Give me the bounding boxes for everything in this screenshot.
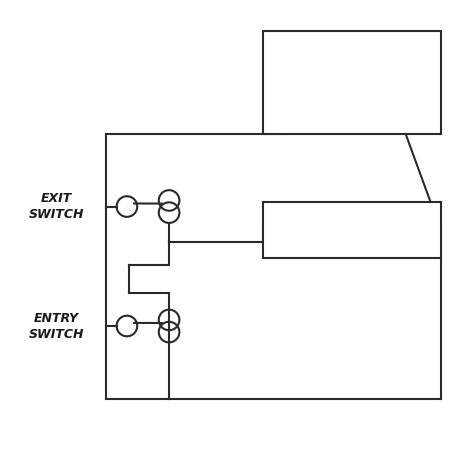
Text: EXIT
SWITCH: EXIT SWITCH [29, 192, 84, 221]
Text: MAGNET: MAGNET [319, 223, 385, 237]
FancyBboxPatch shape [263, 202, 441, 258]
Text: +: + [265, 241, 276, 255]
Text: ENTRY
SWITCH: ENTRY SWITCH [29, 311, 84, 340]
Text: -: - [401, 116, 406, 130]
Text: +: + [278, 117, 288, 130]
FancyBboxPatch shape [263, 31, 441, 134]
Text: POWER
SUPPLY: POWER SUPPLY [323, 62, 381, 93]
Text: -: - [427, 240, 433, 255]
